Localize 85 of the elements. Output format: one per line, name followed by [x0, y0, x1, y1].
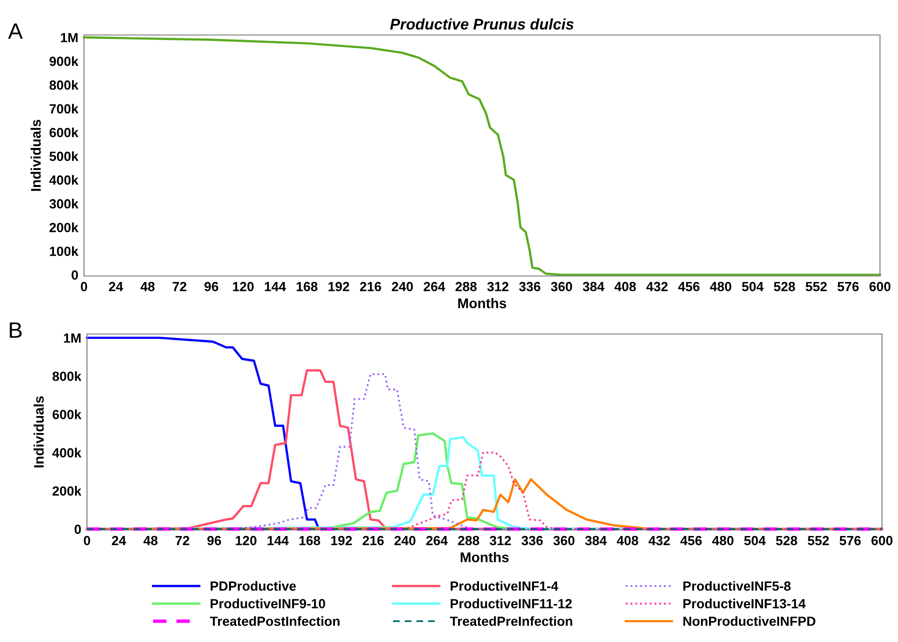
x-tick-label: 240	[392, 282, 413, 292]
y-tick-label: 900k	[50, 56, 78, 66]
x-tick-label: 96	[204, 282, 218, 292]
x-tick-label: 192	[331, 536, 352, 546]
legend-label: ProductiveINF13-14	[683, 598, 806, 608]
y-tick-label: 0	[74, 524, 81, 534]
x-tick-label: 504	[742, 282, 764, 292]
y-tick-label: 1M	[60, 33, 78, 42]
x-tick-label: 24	[108, 282, 124, 292]
x-tick-label: 456	[680, 536, 702, 546]
x-tick-label: 168	[299, 536, 320, 546]
x-tick-label: 360	[553, 536, 574, 546]
x-tick-label: 0	[84, 536, 90, 546]
y-tick-label: 200k	[50, 222, 78, 232]
x-tick-label: 96	[207, 536, 222, 546]
x-axis-title: Months	[460, 552, 509, 562]
y-tick-label: 800k	[50, 80, 78, 90]
text: A	[8, 23, 23, 39]
line-series	[82, 36, 882, 276]
x-tick-label: 312	[487, 282, 508, 292]
x-tick-label: 168	[296, 282, 318, 292]
legend-label: TreatedPostInfection	[210, 616, 340, 626]
x-tick-label: 288	[458, 536, 480, 546]
x-tick-label: 24	[112, 536, 126, 546]
x-tick-label: 48	[143, 536, 158, 546]
x-tick-label: 120	[236, 536, 256, 546]
y-tick-label: 300k	[49, 198, 78, 209]
y-tick-label: 600k	[50, 128, 78, 138]
x-tick-label: 120	[233, 282, 254, 292]
text: B	[10, 322, 22, 338]
x-tick-label: 552	[806, 282, 827, 292]
x-tick-label: 504	[744, 536, 766, 546]
x-tick-label: 432	[646, 282, 668, 292]
x-tick-label: 528	[776, 536, 798, 546]
x-tick-label: 336	[521, 536, 543, 546]
x-tick-label: 216	[362, 536, 384, 546]
x-tick-label: 144	[268, 536, 289, 546]
x-tick-label: 576	[838, 282, 859, 292]
x-tick-label: 384	[582, 282, 604, 292]
x-tick-label: 72	[176, 536, 190, 546]
x-axis-title: Months	[458, 298, 506, 308]
x-tick-label: 72	[172, 282, 186, 292]
x-tick-label: 456	[678, 282, 700, 292]
x-tick-label: 552	[808, 536, 829, 546]
x-tick-label: 408	[616, 536, 638, 546]
x-tick-label: 408	[614, 282, 636, 292]
x-tick-label: 360	[550, 282, 572, 292]
x-tick-label: 432	[648, 536, 670, 546]
x-tick-label: 144	[264, 282, 286, 292]
legend-label: ProductiveINF5-8	[683, 581, 791, 591]
x-tick-label: 312	[490, 536, 511, 546]
y-axis-title: Individuals	[34, 396, 44, 468]
y-tick-label: 800k	[52, 371, 82, 381]
legend-label: PDProductive	[210, 581, 296, 591]
y-axis-title: Individuals	[30, 120, 41, 191]
y-tick-label: 100k	[50, 246, 78, 256]
chart-title: Productive Prunus dulcis	[390, 18, 574, 30]
x-tick-label: 288	[456, 282, 477, 292]
x-tick-label: 600	[869, 282, 890, 292]
legend-label: ProductiveINF1-4	[450, 581, 558, 591]
y-tick-label: 600k	[52, 410, 82, 420]
legend-label: TreatedPreInfection	[450, 616, 572, 626]
x-tick-label: 264	[424, 282, 446, 292]
x-tick-label: 384	[585, 536, 607, 546]
y-tick-label: 1M	[64, 334, 81, 343]
y-tick-label: 0	[72, 270, 78, 280]
x-tick-label: 240	[394, 536, 416, 546]
x-tick-label: 528	[774, 282, 796, 292]
x-tick-label: 336	[519, 282, 540, 292]
x-tick-label: 192	[328, 282, 350, 292]
legend-label: ProductiveINF9-10	[210, 598, 326, 608]
y-tick-label: 500k	[50, 151, 78, 162]
y-tick-label: 200k	[52, 486, 82, 496]
legend-label: NonProductiveINFPD	[683, 616, 816, 626]
x-tick-label: 48	[140, 282, 155, 292]
x-tick-label: 480	[710, 282, 732, 292]
y-tick-label: 400k	[49, 175, 78, 185]
x-tick-label: 480	[712, 536, 734, 546]
y-tick-label: 700k	[50, 104, 78, 114]
legend-label: ProductiveINF11-12	[450, 598, 572, 608]
x-tick-label: 576	[840, 536, 861, 546]
y-tick-label: 400k	[52, 448, 82, 458]
x-tick-label: 216	[360, 282, 382, 292]
x-tick-label: 264	[426, 536, 448, 546]
x-tick-label: 600	[871, 536, 892, 546]
